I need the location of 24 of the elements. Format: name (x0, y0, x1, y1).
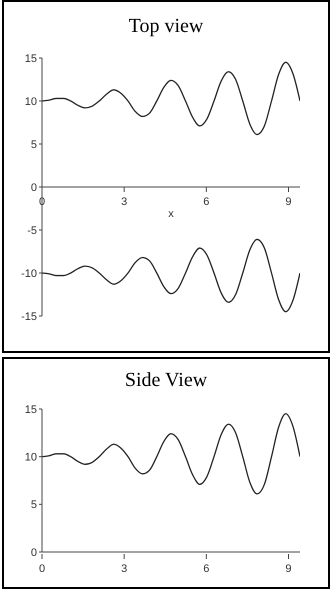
line-series (42, 62, 300, 136)
y-tick-label: -15 (21, 310, 37, 323)
y-tick-label: 0 (30, 546, 37, 559)
chart-title: Top view (128, 14, 204, 39)
y-tick-label: 15 (24, 404, 37, 416)
y-tick-label: 15 (24, 52, 37, 65)
y-tick-label: 10 (24, 452, 37, 464)
x-tick-label: 9 (285, 196, 292, 208)
y-tick-label: -10 (21, 268, 37, 280)
x-tick-label: 3 (121, 196, 128, 208)
line-series (42, 238, 300, 312)
x-tick-label: 0 (38, 563, 46, 575)
x-tick-label: 6 (203, 196, 210, 208)
y-tick-label: 10 (24, 96, 37, 108)
chart-title: Side View (124, 368, 208, 393)
y-tick-label: 5 (30, 138, 37, 151)
y-tick-label: -5 (27, 224, 37, 237)
line-series (42, 413, 300, 494)
x-tick-label: 6 (203, 563, 210, 575)
y-tick-label: 5 (30, 499, 37, 512)
y-tick-label: 0 (30, 182, 37, 194)
x-tick-label: 9 (285, 563, 292, 575)
x-axis-title: x (168, 208, 174, 220)
x-tick-label: 3 (121, 563, 128, 575)
